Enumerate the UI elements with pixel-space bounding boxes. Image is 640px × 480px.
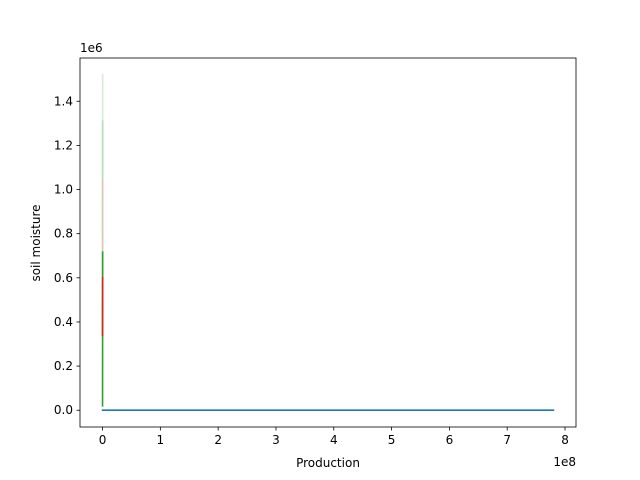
x-tick-label: 0: [99, 433, 107, 447]
y-tick-label: 0.8: [54, 227, 73, 241]
x-axis-offset-label: 1e8: [553, 455, 576, 469]
x-tick-label: 7: [503, 433, 511, 447]
x-axis-label: Production: [296, 456, 360, 470]
y-tick-label: 0.2: [54, 359, 73, 373]
y-tick-label: 1.2: [54, 138, 73, 152]
x-tick-label: 2: [214, 433, 222, 447]
y-tick-label: 0.4: [54, 315, 73, 329]
plot-frame: [79, 57, 577, 428]
x-tick-label: 6: [446, 433, 454, 447]
y-axis-label: soil moisture: [29, 204, 43, 281]
series-layer: [101, 73, 555, 412]
x-tick-label: 8: [561, 433, 569, 447]
x-tick-label: 1: [157, 433, 165, 447]
y-tick-label: 1.4: [54, 94, 73, 108]
y-tick-label: 1.0: [54, 183, 73, 197]
x-tick-label: 5: [388, 433, 396, 447]
y-tick-label: 0.0: [54, 403, 73, 417]
y-tick-label: 0.6: [54, 271, 73, 285]
y-axis-offset-label: 1e6: [80, 41, 103, 55]
x-axis-ticks: 0 1 2 3 4 5 6 7 8: [99, 427, 569, 447]
y-axis-ticks: 0.0 0.2 0.4 0.6 0.8 1.0 1.2 1.4: [54, 94, 80, 417]
x-tick-label: 3: [272, 433, 280, 447]
x-tick-label: 4: [330, 433, 338, 447]
